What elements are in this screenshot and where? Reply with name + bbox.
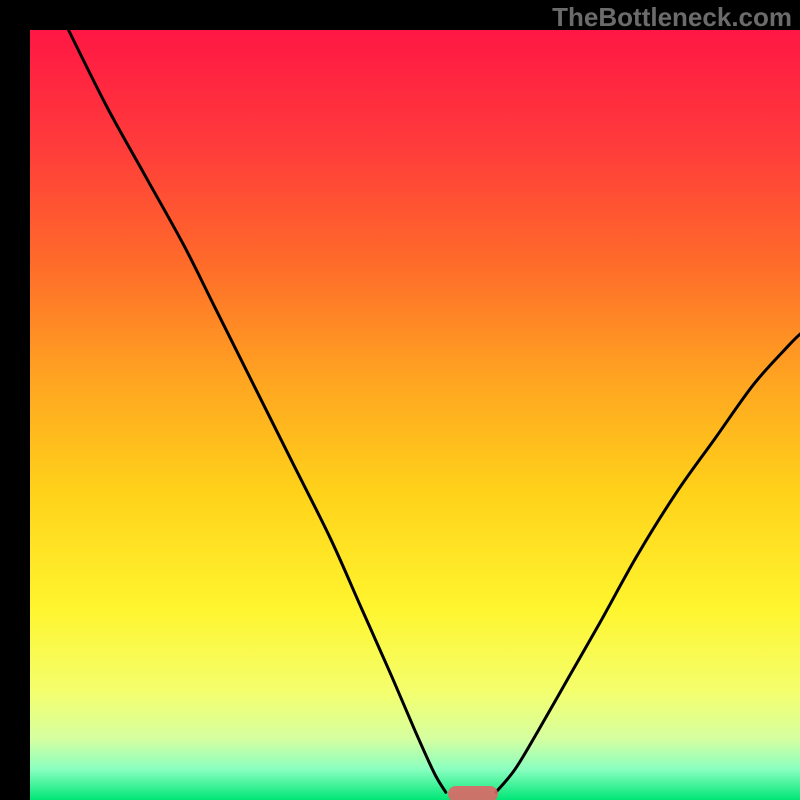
plot-area xyxy=(0,0,800,800)
chart-canvas: TheBottleneck.com xyxy=(0,0,800,800)
watermark-text: TheBottleneck.com xyxy=(552,2,792,33)
valley-marker xyxy=(448,786,498,800)
gradient-background xyxy=(30,30,800,800)
